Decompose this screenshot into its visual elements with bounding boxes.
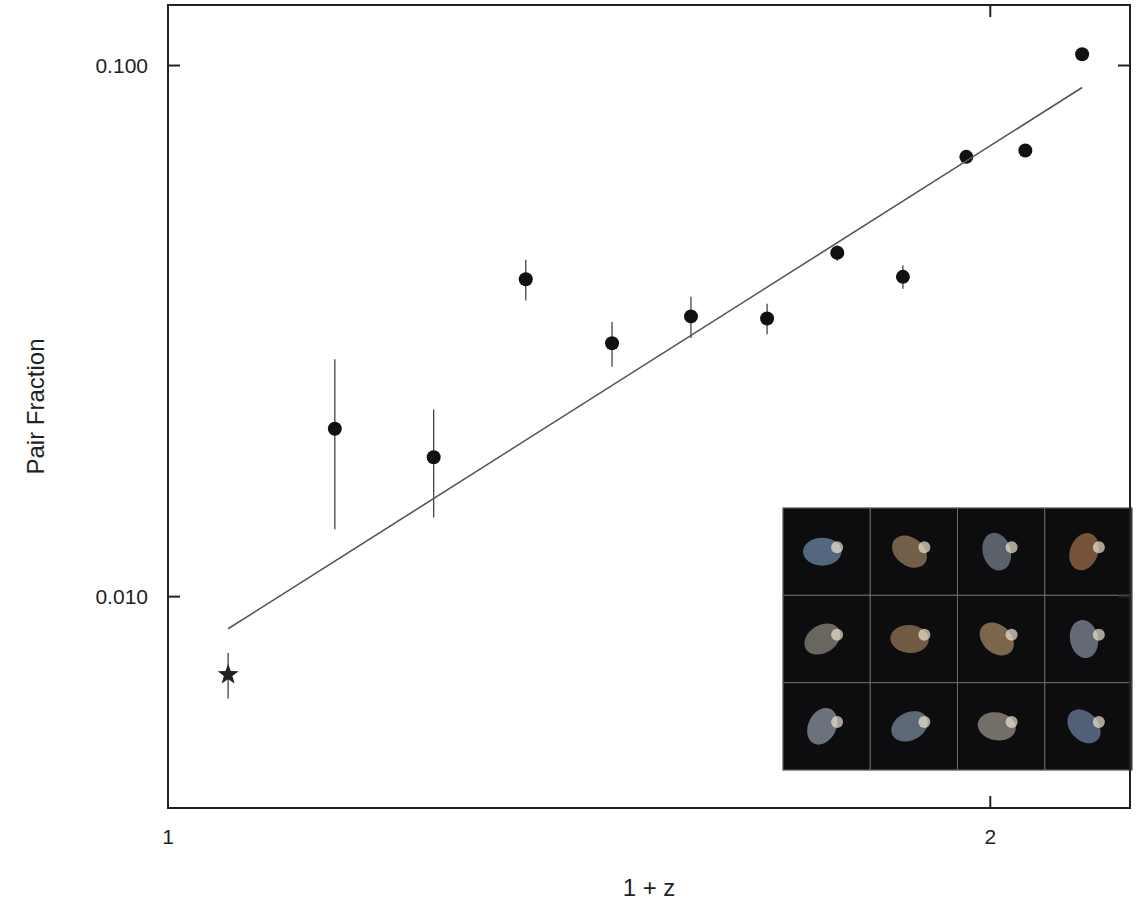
inset-core [831,629,843,641]
x-tick-top [167,5,169,17]
inset-tile [783,595,870,682]
inset-galaxy [886,529,933,574]
inset-core [1006,541,1018,553]
inset-tile [958,683,1045,770]
y-axis-title: Pair Fraction [22,338,49,474]
point-star [218,664,239,684]
plot-frame [168,5,1130,808]
plot-area [218,47,1089,698]
inset-galaxy [886,705,933,747]
x-tick [167,796,169,808]
inset-core [1093,541,1105,553]
inset-core [831,541,843,553]
inset-core [831,716,843,728]
inset-tile [1045,508,1132,595]
inset-tile [783,508,870,595]
x-tick-label: 2 [984,825,996,848]
inset-tile [958,508,1045,595]
y-tick [168,596,180,598]
error-bar [334,359,335,529]
chart: 1 2 0.010 0.100 1 + z Pair Fraction [0,0,1147,912]
fit-line [228,88,1082,629]
inset-frame [783,508,1132,770]
point [427,450,441,464]
y-tick-label: 0.100 [95,54,148,77]
point [328,422,342,436]
y-tick-right [1118,65,1130,67]
point [605,336,619,350]
inset-core [1093,716,1105,728]
inset-tile [870,683,957,770]
inset-galaxy [1061,703,1108,750]
point [760,311,774,325]
inset-galaxy [973,616,1020,662]
inset-core [1006,716,1018,728]
point [896,270,910,284]
inset-core [918,716,930,728]
inset-galaxy [799,617,846,661]
x-tick-label: 1 [162,825,174,848]
point [684,309,698,323]
y-tick-right [1118,596,1130,598]
inset-tile [1045,595,1132,682]
inset-tile [958,595,1045,682]
inset-core [918,629,930,641]
x-axis-title: 1 + z [623,874,676,901]
x-tick [989,796,991,808]
inset-galaxy [975,709,1018,743]
point [519,272,533,286]
point [1075,47,1089,61]
y-tick-label: 0.010 [95,585,148,608]
inset-galaxy [1064,529,1104,575]
inset-core [1093,629,1105,641]
point [1018,143,1032,157]
inset-tile [1045,683,1132,770]
inset-tile [870,508,957,595]
y-tick [168,65,180,67]
inset-galaxy [889,623,930,654]
inset-core [1006,629,1018,641]
inset-core [918,541,930,553]
inset-tile [870,595,957,682]
inset-galaxy [801,703,843,750]
inset-image [783,508,1132,770]
inset-tile [783,683,870,770]
point [830,246,844,260]
x-tick-top [989,5,991,17]
